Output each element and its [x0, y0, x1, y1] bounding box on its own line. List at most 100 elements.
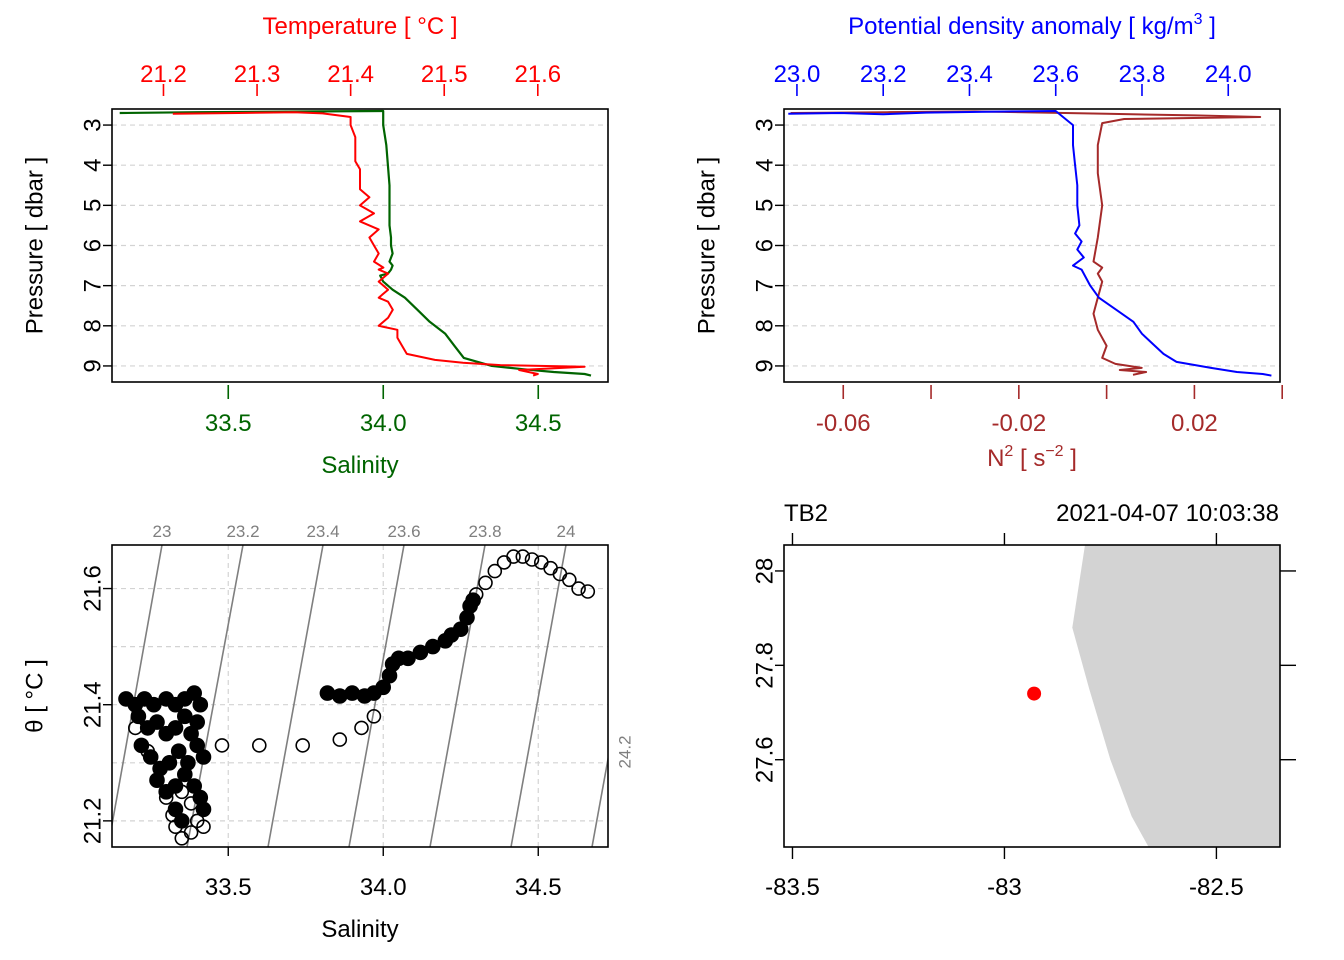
ts-point-open: [561, 572, 577, 588]
y-tick-label: 21.4: [79, 681, 106, 728]
ts-point-open: [543, 560, 558, 576]
ts-point-filled: [167, 778, 184, 794]
y-tick-label: 7: [751, 279, 778, 292]
ts-point-filled: [400, 650, 416, 667]
bottom-tick-label: 33.5: [205, 410, 252, 437]
ts-point-open: [515, 549, 531, 564]
top-tick-label: 21.5: [421, 61, 468, 88]
ts-point-filled: [167, 801, 184, 818]
y-tick-label: 28: [751, 558, 778, 585]
ts-point-filled: [130, 708, 147, 725]
y-tick-label: 5: [79, 199, 106, 212]
top-tick-label: 21.3: [234, 61, 281, 88]
isopycnal-label: 24.2: [615, 735, 634, 768]
ts-point-filled: [133, 737, 150, 754]
y-tick-label: 8: [79, 319, 106, 332]
bottom-tick-label: -0.02: [991, 410, 1046, 437]
bottom-axis-label: Salinity: [321, 452, 398, 479]
ts-point-open: [571, 581, 586, 596]
x-tick-label: 33.5: [205, 874, 252, 901]
isopycnal-line: [112, 545, 163, 830]
ts-point-open: [487, 563, 503, 579]
y-tick-label: 6: [79, 239, 106, 252]
y-axis-label: θ [ °C ]: [21, 659, 48, 733]
x-tick-label: -82.5: [1189, 874, 1244, 901]
ts-point-open: [196, 819, 211, 835]
top-tick-label: 23.8: [1119, 61, 1166, 88]
bottom-tick-label: 0.02: [1171, 410, 1218, 437]
ts-point-open: [366, 708, 382, 724]
ts-point-filled: [195, 801, 212, 818]
isopycnal-label: 23.2: [226, 522, 259, 541]
y-tick-label: 7: [79, 279, 106, 292]
ts-profile-panel: 3 4 5 6 7 8 9 Pressure [ dbar ] 21.2 21.3 21.4 21.5…: [21, 13, 609, 479]
y-tick-label: 4: [79, 159, 106, 172]
top-tick-label: 24.0: [1205, 61, 1252, 88]
ts-point-filled: [167, 720, 184, 736]
ts-point-filled: [375, 679, 392, 696]
ts-point-open: [533, 555, 549, 570]
ts-point-filled: [177, 766, 193, 783]
isopycnal-line: [267, 545, 324, 847]
n2-profile-line: [790, 110, 1262, 376]
y-axis-label: Pressure [ dbar ]: [21, 157, 48, 334]
x-tick-label: 34.0: [360, 874, 407, 901]
ts-point-filled: [146, 696, 162, 713]
ts-point-filled: [161, 754, 178, 771]
label-part: Potential density anomaly [ kg/m: [848, 13, 1194, 40]
ts-point-open: [174, 830, 190, 846]
y-tick-label: 27.8: [751, 642, 778, 689]
isopycnal-line: [510, 545, 567, 847]
isopycnal-label: 23.6: [387, 522, 420, 541]
top-axis-label: Potential density anomaly [ kg/m3 ]: [848, 11, 1216, 40]
y-axis-label: Pressure [ dbar ]: [693, 157, 720, 334]
temperature-profile-line: [172, 111, 586, 377]
ts-point-open: [251, 738, 267, 753]
label-part: ]: [1203, 13, 1216, 40]
label-superscript: 3: [1194, 11, 1203, 28]
y-tick-label: 8: [751, 319, 778, 332]
ts-point-filled: [424, 638, 441, 655]
ts-point-open: [580, 584, 596, 599]
bottom-tick-label: 34.5: [515, 410, 562, 437]
ts-point-filled: [195, 749, 212, 765]
top-tick-label: 23.4: [946, 61, 993, 88]
ts-point-open: [524, 552, 540, 567]
ts-diagram-panel: 23 23.2 23.4 23.6 23.8 24 24.2 33.5 34.0 34.5 Sali…: [21, 522, 634, 943]
density-n2-panel: 3 4 5 6 7 8 9 Pressure [ dbar ] 23.0 23.2 23.4 23.6…: [693, 11, 1283, 472]
label-part: N: [987, 445, 1004, 472]
top-tick-label: 21.2: [140, 61, 187, 88]
isopycnal-label: 24: [557, 522, 576, 541]
ts-point-filled: [174, 813, 190, 829]
top-tick-label: 23.6: [1032, 61, 1079, 88]
ts-point-open: [506, 549, 521, 564]
y-tick-label: 21.6: [79, 565, 106, 612]
top-tick-label: 21.4: [327, 61, 374, 88]
label-superscript: 2: [1004, 443, 1013, 460]
x-axis-label: Salinity: [321, 916, 398, 943]
top-tick-label: 23.0: [774, 61, 821, 88]
y-tick-label: 21.2: [79, 798, 106, 845]
isopycnal-label: 23.8: [468, 522, 501, 541]
bottom-tick-label: 34.0: [360, 410, 407, 437]
ts-point-open: [478, 575, 493, 591]
station-marker: [1027, 686, 1042, 701]
salinity-profile-line: [119, 109, 592, 377]
ts-point-open: [214, 738, 230, 753]
label-part: ]: [1064, 445, 1077, 472]
ts-point-filled: [170, 743, 187, 760]
bottom-tick-label: -0.06: [816, 410, 871, 437]
ts-point-filled: [177, 708, 193, 725]
isopycnal-line: [591, 754, 608, 847]
y-tick-label: 5: [751, 199, 778, 212]
y-tick-label: 9: [751, 359, 778, 372]
y-tick-label: 4: [751, 159, 778, 172]
ts-point-filled: [192, 696, 209, 713]
ts-point-open: [183, 825, 199, 840]
ts-point-filled: [189, 737, 205, 754]
isopycnal-line: [429, 545, 486, 847]
ts-point-open: [354, 720, 369, 736]
bottom-axis-label: N2 [ s−2 ]: [987, 443, 1077, 472]
ts-point-filled: [412, 644, 429, 661]
